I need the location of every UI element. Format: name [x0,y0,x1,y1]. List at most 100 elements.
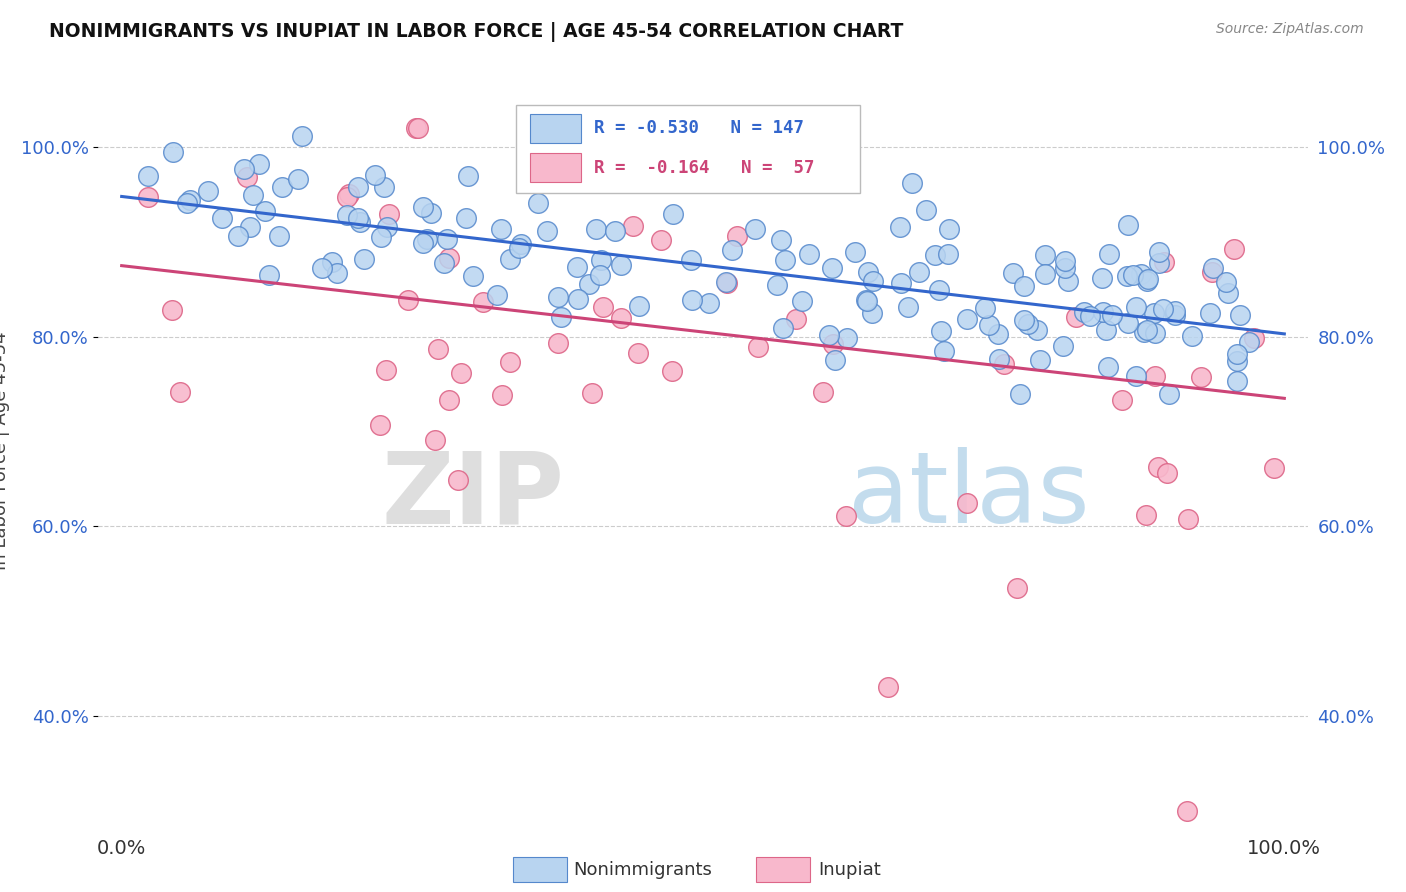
Point [589,268,612,282]
Point [1143,306,1166,320]
Point [239,220,262,235]
Point [1118,218,1140,232]
Point [1111,392,1133,407]
Point [1033,247,1056,261]
Point [377,219,399,234]
Text: NONIMMIGRANTS VS INUPIAT IN LABOR FORCE | AGE 45-54 CORRELATION CHART: NONIMMIGRANTS VS INUPIAT IN LABOR FORCE … [49,22,904,42]
Point [396,293,419,307]
Point [938,222,960,236]
Point [423,433,446,447]
Point [1229,308,1251,322]
Point [1147,256,1170,270]
Point [454,211,477,226]
Point [1025,323,1047,337]
Point [591,252,613,267]
Point [1054,261,1077,276]
Point [433,256,456,270]
Point [508,241,530,255]
Point [1125,300,1147,314]
Point [271,180,294,194]
Point [681,252,703,267]
Point [373,179,395,194]
Point [1052,339,1074,353]
Point [1133,325,1156,339]
Point [936,247,959,261]
Point [1159,386,1181,401]
Point [336,190,359,204]
Point [547,290,569,304]
Point [1135,508,1157,522]
Point [769,233,792,247]
Point [499,252,522,267]
Point [785,312,807,326]
Point [353,252,375,267]
Point [628,299,651,313]
Point [914,203,936,218]
Point [160,303,183,318]
Point [1136,323,1159,337]
Point [427,342,450,356]
Point [412,200,434,214]
Point [1073,304,1095,318]
Point [1153,255,1175,269]
Point [1149,245,1171,260]
FancyBboxPatch shape [516,105,860,193]
Point [716,276,738,290]
Point [450,366,472,380]
Point [889,219,911,234]
Point [928,283,950,297]
Point [536,224,558,238]
Point [823,337,845,351]
Point [233,162,256,177]
Point [1191,369,1213,384]
Text: Source: ZipAtlas.com: Source: ZipAtlas.com [1216,22,1364,37]
Point [1064,310,1087,325]
Point [844,244,866,259]
Point [747,340,769,354]
Text: R = -0.530   N = 147: R = -0.530 N = 147 [595,120,804,137]
Point [1163,304,1185,318]
Point [1222,242,1244,256]
Point [1163,308,1185,322]
Point [956,496,979,510]
FancyBboxPatch shape [530,153,581,182]
Point [987,327,1010,342]
Point [820,261,842,276]
Point [621,219,644,233]
Point [650,233,672,247]
Point [592,300,614,314]
Point [259,268,281,283]
Point [716,276,738,290]
Point [226,229,249,244]
Point [527,196,550,211]
Point [311,261,333,276]
Point [1243,331,1265,345]
Point [744,221,766,235]
Text: Inupiat: Inupiat [818,861,882,879]
Point [463,269,485,284]
Point [291,128,314,143]
Point [1012,279,1035,293]
Point [176,195,198,210]
Point [860,306,883,320]
Point [610,258,633,272]
Point [169,385,191,400]
Point [162,145,184,159]
Point [1101,308,1123,322]
Point [1035,268,1057,282]
Point [835,331,858,345]
Point [550,310,572,325]
Point [1156,466,1178,480]
Point [931,324,953,338]
Point [436,232,458,246]
Text: R =  -0.164   N =  57: R = -0.164 N = 57 [595,159,814,177]
FancyBboxPatch shape [530,114,581,143]
Point [697,295,720,310]
Point [908,265,931,279]
Point [1122,268,1144,282]
Point [1129,267,1152,281]
Point [1218,285,1240,300]
Point [1007,581,1029,595]
Point [363,169,385,183]
Point [993,358,1015,372]
